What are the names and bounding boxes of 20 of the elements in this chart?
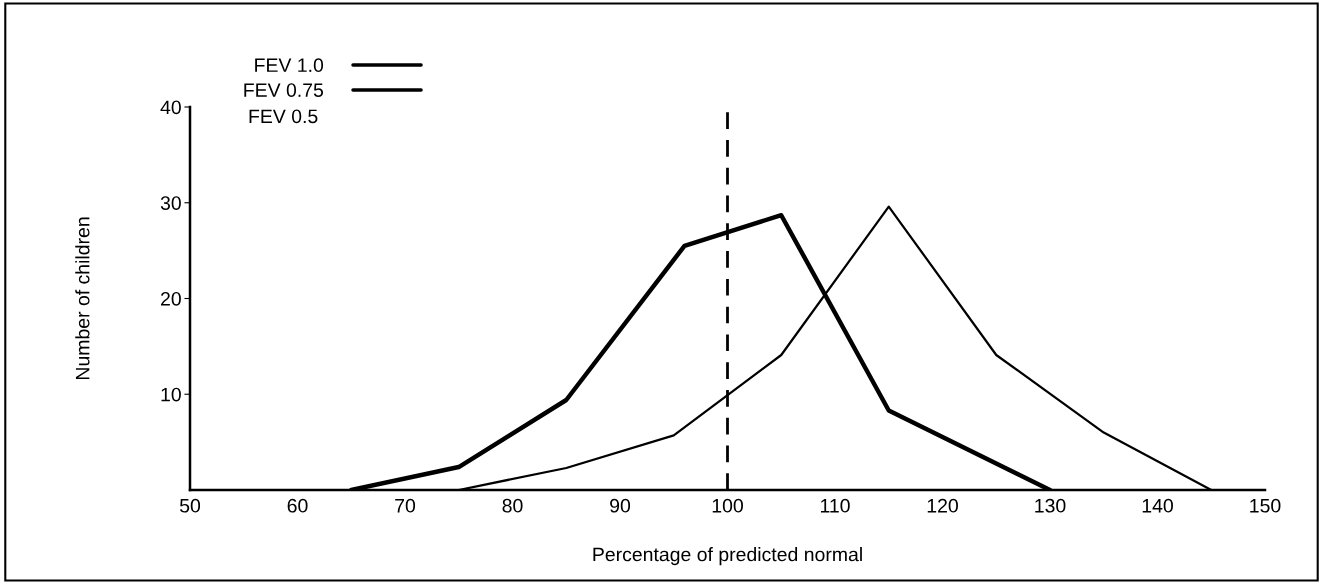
x-tick-label: 90 [610, 498, 631, 513]
legend-label: FEV 1.0 [255, 58, 324, 73]
x-tick-label: 130 [1035, 498, 1066, 513]
x-tick-label: 80 [502, 498, 523, 513]
x-tick-label: 100 [712, 498, 743, 513]
legend-label: FEV 0.75 [244, 83, 324, 97]
x-axis-title: Percentage of predicted normal [593, 547, 862, 566]
x-tick-label: 120 [927, 498, 958, 513]
x-tick-label: 110 [820, 498, 850, 513]
y-axis-title: Number of children [75, 217, 90, 380]
annotation: FEV 0.5 [249, 109, 318, 124]
y-tick-label: 40 [160, 100, 181, 115]
x-tick-label: 140 [1142, 498, 1173, 513]
x-tick-label: 50 [179, 498, 201, 513]
y-tick-label: 30 [160, 196, 181, 210]
y-tick-label: 20 [161, 291, 181, 306]
x-tick-label: 70 [395, 498, 416, 513]
x-tick-label: 150 [1250, 498, 1281, 513]
x-tick-label: 60 [287, 498, 308, 513]
y-tick-label: 10 [161, 387, 181, 402]
